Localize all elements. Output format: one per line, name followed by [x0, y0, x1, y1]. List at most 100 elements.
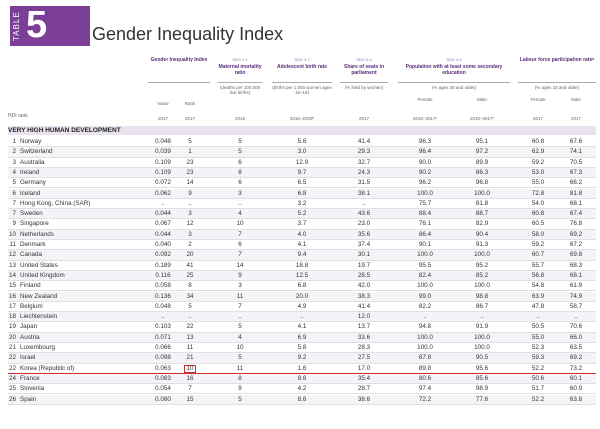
table-cell: 86.3: [475, 168, 489, 176]
table-cell: 11: [236, 364, 244, 372]
table-cell: 20: [186, 251, 194, 259]
hdi-rank: 3: [12, 158, 16, 166]
country-name: Germany: [20, 179, 46, 187]
table-cell: 85.6: [475, 374, 489, 382]
country-name: Ireland: [20, 168, 40, 176]
table-cell: 25: [186, 271, 194, 279]
subcolumn-year: 2017: [157, 116, 168, 121]
table-cell: 12.0: [357, 313, 371, 321]
country-name: Switzerland: [20, 148, 53, 156]
table-cell: 0.067: [155, 220, 171, 228]
table-cell: 20.0: [295, 292, 309, 300]
table-cell: 90.5: [475, 354, 489, 362]
sdg-code: SDG 4.6: [446, 57, 462, 62]
table-cell: 3.7: [297, 220, 307, 228]
table-cell: 100.0: [417, 333, 433, 341]
hdi-rank: 12: [8, 251, 16, 259]
subcolumn-year: 2017: [358, 116, 369, 121]
table-cell: 9: [238, 385, 242, 393]
table-cell: 8: [238, 168, 242, 176]
column-name: Population with at least some secondary …: [405, 64, 503, 76]
table-cell: 55.0: [531, 179, 545, 187]
table-cell: 52.2: [531, 364, 545, 372]
table-cell: 37.4: [357, 241, 371, 248]
table-cell: 6: [238, 158, 242, 166]
group-label: VERY HIGH HUMAN DEVELOPMENT: [8, 127, 121, 134]
table-cell: 67.4: [569, 210, 583, 218]
table-cell: 100.0: [417, 251, 433, 259]
table-cell: 60.1: [569, 374, 583, 382]
table-cell: 97.4: [418, 385, 432, 393]
table-row: 13 United States 0.189 41 14 18.8 19.7 95.5 95.2…: [8, 261, 596, 271]
table-cell: 5: [188, 138, 192, 145]
table-cell: 9.4: [297, 251, 307, 259]
hdi-rank: 26: [8, 395, 16, 403]
hdi-rank: 2: [12, 148, 16, 156]
table-cell: 88.4: [418, 210, 432, 218]
table-cell: 7: [188, 385, 192, 393]
table-cell: 8: [238, 374, 242, 382]
column-unit: (births per 1,000 women ages 15–19): [272, 85, 332, 95]
table-row: 3 Australia 0.109 23 6 12.9 32.7 90.0 89.9 59.2 70…: [8, 158, 596, 168]
table-row: 7 Sweden 0.044 3 4 5.2 43.6 88.4 88.7 60.8 67.4: [8, 209, 596, 220]
table-cell: ..: [536, 313, 540, 321]
table-cell: 12.9: [295, 158, 309, 166]
table-cell: 0.066: [155, 344, 171, 351]
table-cell: 10: [236, 220, 244, 228]
column-name: Adolescent birth rate: [276, 64, 327, 70]
table-cell: 96.8: [475, 179, 489, 187]
table-cell: 60.8: [531, 138, 545, 145]
table-cell: 100.0: [417, 282, 433, 290]
table-cell: 3: [188, 230, 192, 238]
hdi-rank: 25: [8, 385, 16, 393]
table-cell: 94.8: [418, 323, 432, 331]
sdg-code: SDG 3.1: [232, 57, 248, 62]
table-cell: 9: [188, 189, 192, 197]
subcolumn-year: 2015–2020ᵇ: [289, 116, 315, 121]
column-header: Gender Inequality Index: [148, 57, 210, 63]
table-cell: 41: [186, 261, 194, 269]
table-cell: 4.1: [297, 323, 307, 331]
table-cell: 100.0: [474, 189, 490, 197]
hdi-rank: 17: [8, 302, 16, 310]
table-cell: 0.092: [155, 251, 171, 259]
subcolumn-label: Rank: [184, 101, 196, 106]
table-cell: 95.5: [418, 261, 432, 269]
table-cell: 43.6: [357, 210, 371, 218]
table-cell: 66.0: [569, 333, 583, 341]
hdi-rank: 18: [8, 313, 16, 321]
column-name: Labour force participation rateᵈ: [519, 57, 595, 63]
table-cell: 0.044: [155, 210, 171, 218]
table-cell: 59.2: [531, 158, 545, 166]
table-cell: 0.054: [155, 385, 171, 393]
table-cell: 41.4: [357, 138, 371, 145]
table-cell: 38.3: [357, 292, 371, 300]
highlighted-rank-cell: 10: [174, 364, 206, 374]
hdi-rank: 7: [12, 210, 16, 218]
table-cell: 74.1: [569, 148, 583, 156]
table-row: 21 Luxembourg 0.066 11 10 5.8 28.3 100.0 100.0 52…: [8, 343, 596, 354]
table-row: 15 Finland 0.058 8 3 6.8 42.0 100.0 100.0 54.8 61.…: [8, 281, 596, 292]
table-cell: 60.7: [531, 251, 545, 259]
table-cell: 0.116: [155, 271, 171, 279]
hdi-rank: 19: [8, 323, 16, 331]
table-cell: 0.048: [155, 302, 171, 310]
header-divider: [340, 82, 388, 83]
table-cell: 97.2: [475, 148, 489, 156]
table-cell: 0.063: [155, 364, 171, 372]
table-cell: 72.2: [418, 395, 432, 403]
country-name: Netherlands: [20, 230, 54, 238]
table-cell: 38.1: [357, 189, 371, 197]
table-cell: 28.3: [357, 344, 371, 351]
country-name: Israel: [20, 354, 36, 362]
table-cell: 72.8: [531, 189, 545, 197]
table-cell: ..: [161, 313, 165, 321]
table-cell: 0.109: [155, 168, 171, 176]
table-cell: 91.3: [475, 241, 489, 248]
country-name: Belgium: [20, 302, 43, 310]
table-cell: 58.7: [569, 302, 583, 310]
country-name: France: [20, 374, 40, 382]
table-cell: 33.6: [357, 333, 371, 341]
table-cell: 4.2: [297, 385, 307, 393]
table-cell: 0.072: [155, 179, 171, 187]
